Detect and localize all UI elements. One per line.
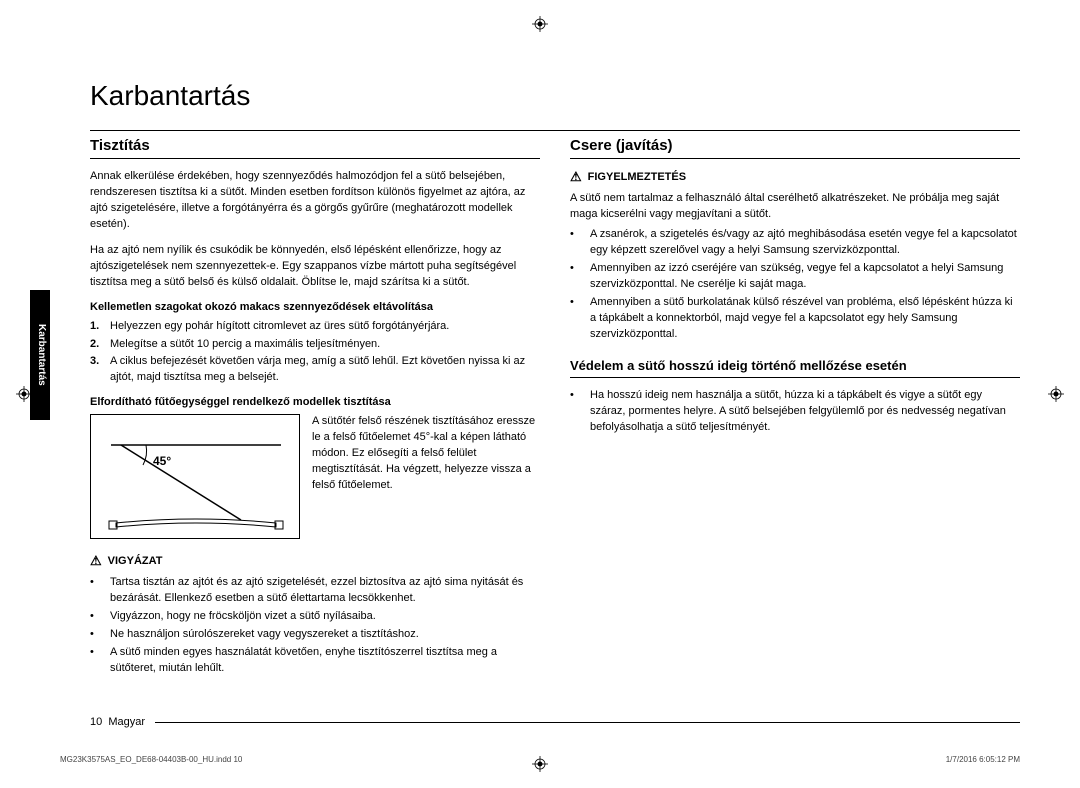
protection-heading: Védelem a sütő hosszú ideig történő mell… [570, 358, 1020, 378]
cleaning-para2: Ha az ajtó nem nyílik és csukódik be kön… [90, 243, 540, 291]
caution-item: Ne használjon súrolószereket vagy vegysz… [110, 627, 419, 643]
page-footer: 10 Magyar [90, 716, 1020, 728]
meta-time: 1/7/2016 6:05:12 PM [946, 755, 1020, 764]
caution-item: Vigyázzon, hogy ne fröcsköljön vizet a s… [110, 609, 376, 625]
odor-subtitle: Kellemetlen szagokat okozó makacs szenny… [90, 301, 540, 313]
cleaning-para1: Annak elkerülése érdekében, hogy szennye… [90, 169, 540, 233]
warning-list: A zsanérok, a szigetelés és/vagy az ajtó… [570, 227, 1020, 343]
cleaning-heading: Tisztítás [90, 137, 540, 159]
odor-steps: 1.Helyezzen egy pohár hígított citromlev… [90, 319, 540, 387]
caution-item: Tartsa tisztán az ajtót és az ajtó szige… [110, 575, 540, 607]
warning-item: Amennyiben a sütő burkolatának külső rés… [590, 295, 1020, 343]
page-title: Karbantartás [90, 80, 1020, 112]
warning-item: A zsanérok, a szigetelés és/vagy az ajtó… [590, 227, 1020, 259]
right-column: Csere (javítás) ⚠ FIGYELMEZTETÉS A sütő … [570, 137, 1020, 687]
caution-label: VIGYÁZAT [108, 555, 163, 567]
caution-list: Tartsa tisztán az ajtót és az ajtó szige… [90, 575, 540, 677]
title-rule [90, 130, 1020, 131]
heater-figure-text: A sütőtér felső részének tisztításához e… [312, 414, 540, 539]
meta-file: MG23K3575AS_EO_DE68-04403B-00_HU.indd 10 [60, 755, 242, 764]
heater-figure: 45° [90, 414, 300, 539]
left-column: Tisztítás Annak elkerülése érdekében, ho… [90, 137, 540, 687]
meta-footer: MG23K3575AS_EO_DE68-04403B-00_HU.indd 10… [60, 755, 1020, 764]
warning-label: FIGYELMEZTETÉS [588, 171, 686, 183]
step-text: Melegítse a sütőt 10 percig a maximális … [110, 337, 380, 353]
step-text: A ciklus befejezését követően várja meg,… [110, 354, 540, 386]
protection-list: Ha hosszú ideig nem használja a sütőt, h… [570, 388, 1020, 436]
caution-item: A sütő minden egyes használatát követően… [110, 645, 540, 677]
caution-icon: ⚠ [90, 553, 102, 569]
warning-icon: ⚠ [570, 169, 582, 185]
page-number: 10 [90, 716, 102, 728]
warning-item: Amennyiben az izzó cseréjére van szükség… [590, 261, 1020, 293]
svg-text:45°: 45° [153, 454, 171, 468]
protection-item: Ha hosszú ideig nem használja a sütőt, h… [590, 388, 1020, 436]
warning-text: A sütő nem tartalmaz a felhasználó által… [570, 191, 1020, 223]
page-lang: Magyar [108, 716, 145, 728]
step-text: Helyezzen egy pohár hígított citromlevet… [110, 319, 449, 335]
repair-heading: Csere (javítás) [570, 137, 1020, 159]
heater-subtitle: Elfordítható fűtőegységgel rendelkező mo… [90, 396, 540, 408]
